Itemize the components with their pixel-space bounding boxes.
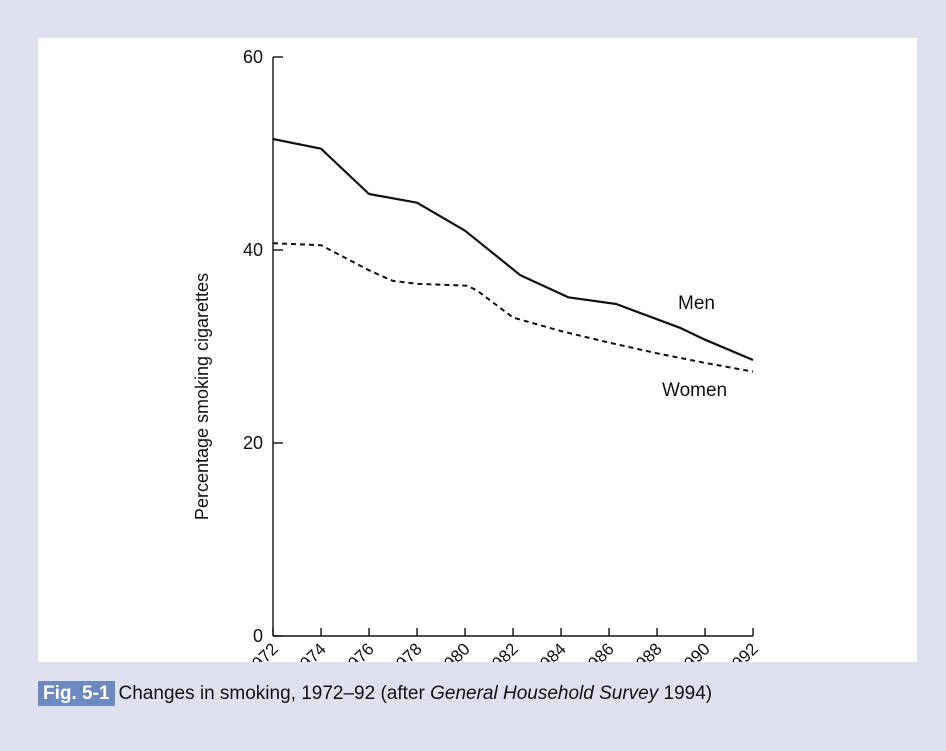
- figure-label: Fig. 5-1: [38, 681, 115, 706]
- x-tick-label: 1990: [674, 639, 714, 662]
- y-tick-label: 0: [253, 626, 263, 646]
- x-tick-label: 1980: [434, 639, 474, 662]
- x-tick-label: 1986: [578, 639, 618, 662]
- series-line-men: [272, 137, 754, 362]
- series-label-women: Women: [662, 380, 727, 401]
- series-label-men: Men: [678, 293, 715, 314]
- figure-caption: Fig. 5-1 Changes in smoking, 1972–92 (aft…: [38, 681, 713, 706]
- y-axis-label: Percentage smoking cigarettes: [192, 273, 212, 520]
- y-tick-label: 20: [243, 433, 263, 453]
- x-tick-label: 1992: [722, 639, 762, 662]
- x-tick-label: 1976: [338, 639, 378, 662]
- series-line-women: [272, 242, 754, 373]
- y-tick-label: 60: [243, 47, 263, 67]
- caption-text: Changes in smoking, 1972–92 (after: [118, 683, 431, 704]
- chart-card: 0 20 40 60 1972 1974 1976 1978 1980 1982 1984 1986 1…: [38, 38, 917, 662]
- x-tick-label: 1988: [626, 639, 666, 662]
- x-tick-label: 1974: [290, 639, 330, 662]
- x-tick-label: 1984: [530, 639, 570, 662]
- x-tick-label: 1978: [386, 639, 426, 662]
- caption-text-end: 1994): [658, 683, 713, 704]
- y-tick-label: 40: [243, 240, 263, 260]
- x-tick-label: 1982: [482, 639, 522, 662]
- caption-source: General Household Survey: [430, 683, 659, 704]
